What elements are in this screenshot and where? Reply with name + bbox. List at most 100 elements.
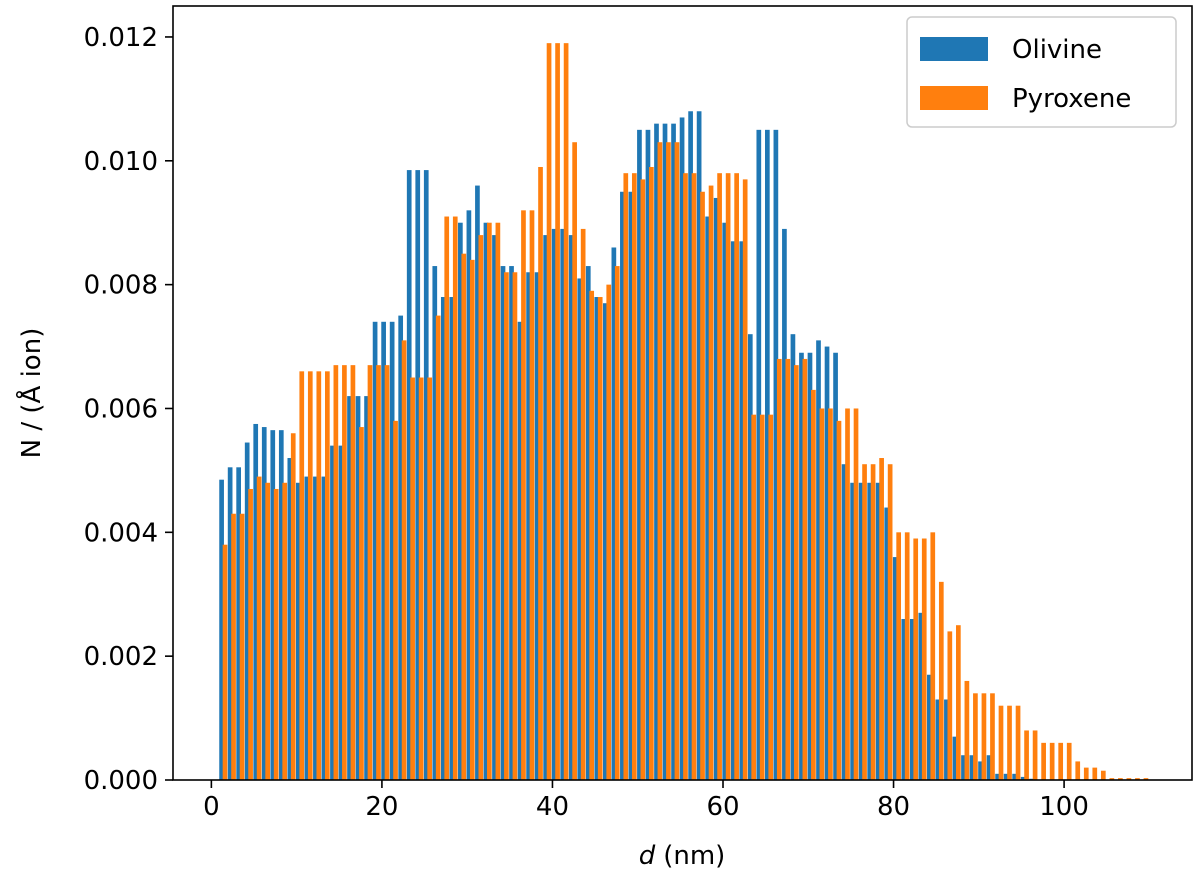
- pyroxene-bar: [427, 377, 433, 780]
- legend-swatch-olivine: [920, 37, 988, 61]
- olivine-bar: [611, 247, 617, 781]
- olivine-bar: [534, 272, 540, 780]
- olivine-bar: [551, 228, 557, 780]
- y-tick-label: 0.002: [84, 642, 158, 672]
- pyroxene-bar: [938, 581, 944, 780]
- olivine-bar: [790, 334, 796, 780]
- pyroxene-bar: [606, 284, 612, 780]
- legend-swatch-pyroxene: [920, 86, 988, 110]
- olivine-bar: [509, 266, 514, 780]
- pyroxene-bar: [239, 513, 245, 780]
- olivine-bar: [756, 129, 762, 781]
- pyroxene-bar: [1066, 742, 1072, 780]
- pyroxene-bar: [563, 43, 569, 780]
- olivine-bar: [696, 111, 702, 780]
- pyroxene-bar: [631, 173, 637, 780]
- pyroxene-bar: [393, 420, 398, 780]
- pyroxene-bar: [248, 488, 253, 780]
- olivine-bar: [1003, 773, 1009, 780]
- pyroxene-bar: [1015, 705, 1021, 780]
- y-tick-label: 0.008: [84, 271, 158, 301]
- pyroxene-bar: [256, 476, 262, 780]
- pyroxene-bar: [1075, 761, 1081, 780]
- pyroxene-bar: [1135, 778, 1140, 780]
- olivine-bar: [296, 482, 301, 780]
- pyroxene-bar: [1092, 767, 1098, 780]
- x-tick-label: 40: [536, 792, 569, 822]
- pyroxene-bar: [836, 420, 842, 780]
- y-tick-label: 0.006: [84, 394, 158, 424]
- olivine-bar: [364, 396, 369, 780]
- pyroxene-bar: [649, 166, 654, 781]
- y-tick-label: 0.004: [84, 518, 158, 548]
- olivine-bar: [620, 191, 625, 780]
- x-tick-label: 60: [706, 792, 739, 822]
- olivine-bar: [372, 321, 378, 780]
- pyroxene-bar: [231, 513, 236, 780]
- pyroxene-bar: [452, 216, 458, 780]
- olivine-bar: [270, 430, 276, 780]
- legend-label-pyroxene: Pyroxene: [1012, 84, 1131, 114]
- olivine-bar: [782, 228, 787, 780]
- olivine-bar: [705, 216, 710, 780]
- x-axis-label-unit: (nm): [663, 841, 725, 871]
- pyroxene-bar: [444, 216, 450, 780]
- pyroxene-bar: [495, 222, 501, 781]
- olivine-bar: [662, 123, 668, 780]
- pyroxene-bar: [580, 228, 586, 780]
- pyroxene-bar: [529, 210, 535, 781]
- olivine-bar: [944, 699, 949, 780]
- olivine-bar: [475, 185, 480, 780]
- pyroxene-bar: [776, 358, 782, 780]
- legend: Olivine Pyroxene: [906, 16, 1177, 128]
- olivine-bar: [381, 321, 386, 780]
- pyroxene-bar: [521, 210, 526, 781]
- olivine-bar: [671, 123, 676, 780]
- olivine-bar: [432, 266, 438, 780]
- plot-frame: [172, 5, 1193, 781]
- pyroxene-bar: [614, 266, 620, 780]
- pyroxene-bar: [222, 544, 228, 780]
- olivine-bar: [858, 482, 864, 780]
- pyroxene-bar: [597, 297, 603, 780]
- pyroxene-bar: [802, 358, 808, 780]
- pyroxene-bar: [785, 358, 791, 780]
- pyroxene-bar: [273, 488, 279, 780]
- olivine-bar: [884, 507, 890, 780]
- pyroxene-bar: [930, 532, 936, 780]
- pyroxene-bar: [299, 371, 305, 780]
- olivine-bar: [995, 773, 1000, 780]
- pyroxene-bar: [333, 365, 339, 780]
- olivine-bar: [560, 228, 566, 780]
- olivine-bar: [355, 396, 361, 780]
- olivine-bar: [935, 699, 941, 780]
- y-tick-label: 0.010: [84, 147, 158, 177]
- pyroxene-bar: [546, 43, 552, 780]
- pyroxene-bar: [793, 365, 799, 780]
- olivine-bar: [901, 619, 907, 780]
- pyroxene-bar: [504, 272, 509, 780]
- pyroxene-bar: [1032, 730, 1038, 780]
- olivine-bar: [278, 430, 284, 780]
- olivine-bar: [330, 445, 335, 780]
- olivine-bar: [253, 423, 259, 780]
- olivine-bar: [602, 303, 608, 780]
- olivine-bar: [1020, 776, 1026, 780]
- pyroxene-bar: [725, 173, 731, 780]
- pyroxene-bar: [342, 365, 347, 780]
- pyroxene-bar: [367, 365, 373, 780]
- pyroxene-bar: [1024, 730, 1029, 780]
- olivine-bar: [517, 321, 523, 780]
- olivine-bar: [739, 241, 745, 781]
- olivine-bar: [244, 442, 250, 780]
- olivine-bar: [628, 191, 634, 780]
- x-tick-label: 0: [203, 792, 220, 822]
- olivine-bar: [219, 479, 224, 780]
- series-olivine-bars: [219, 111, 1035, 781]
- olivine-bar: [389, 321, 395, 780]
- pyroxene-bar: [1100, 770, 1106, 780]
- pyroxene-bar: [879, 458, 884, 780]
- pyroxene-bar: [1049, 742, 1055, 780]
- pyroxene-bar: [410, 377, 415, 780]
- olivine-bar: [577, 278, 583, 780]
